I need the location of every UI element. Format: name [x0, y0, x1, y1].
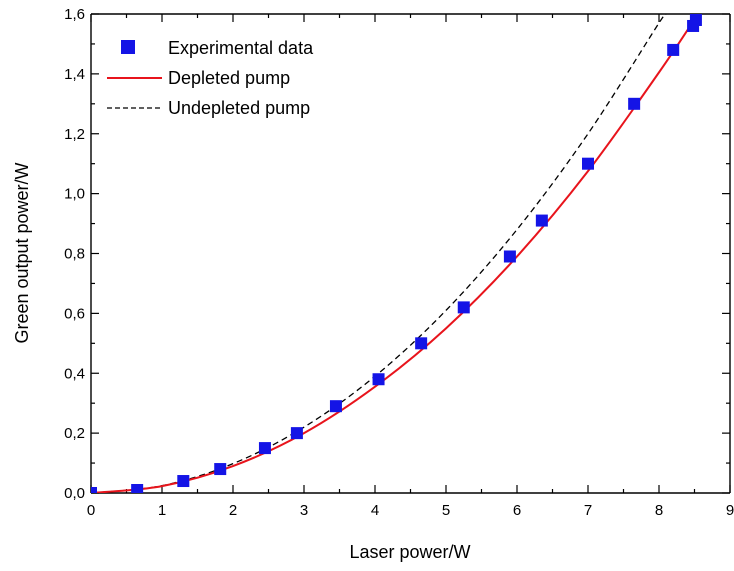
x-tick-label: 3 — [300, 502, 308, 519]
data-point — [628, 97, 641, 110]
experimental-data-points — [91, 14, 702, 493]
data-point — [131, 484, 144, 493]
y-tick-label: 0,0 — [64, 485, 85, 502]
data-point — [503, 250, 516, 263]
data-point — [667, 43, 680, 56]
x-tick-label: 1 — [158, 502, 166, 519]
x-tick-label: 4 — [371, 502, 379, 519]
legend-label-depleted: Depleted pump — [168, 68, 290, 88]
data-point — [258, 442, 271, 455]
y-tick-label: 1,2 — [64, 126, 85, 143]
x-tick-label: 9 — [726, 502, 734, 519]
data-point — [91, 487, 97, 493]
data-point — [457, 301, 470, 314]
ticks: 0 1 2 3 4 5 6 7 8 9 0,0 0,2 0,4 0,6 0,8 1,0 1,2 1,4 1,6 — [64, 6, 734, 519]
data-point — [582, 157, 594, 170]
y-tick-label: 1,4 — [64, 66, 85, 83]
y-tick-label: 0,6 — [64, 305, 85, 322]
data-point — [290, 427, 303, 440]
x-axis-title: Laser power/W — [349, 542, 470, 562]
y-tick-label: 1,0 — [64, 186, 85, 203]
x-tick-label: 7 — [584, 502, 592, 519]
legend-marker-experimental — [121, 40, 135, 54]
x-tick-label: 8 — [655, 502, 663, 519]
depleted-pump-line — [91, 14, 699, 493]
legend-label-experimental: Experimental data — [168, 38, 314, 58]
y-tick-label: 0,4 — [64, 365, 85, 382]
y-axis-title: Green output power/W — [12, 162, 32, 343]
x-tick-label: 0 — [87, 502, 95, 519]
undepleted-pump-line — [91, 14, 667, 493]
plot-area — [91, 14, 702, 493]
data-point — [177, 475, 190, 488]
data-point — [372, 373, 385, 386]
x-tick-label: 5 — [442, 502, 450, 519]
x-tick-label: 6 — [513, 502, 521, 519]
legend: Experimental data Depleted pump Undeplet… — [107, 38, 314, 118]
legend-label-undepleted: Undepleted pump — [168, 98, 310, 118]
data-point — [214, 463, 227, 476]
x-tick-label: 2 — [229, 502, 237, 519]
data-point — [329, 400, 342, 413]
y-tick-label: 0,2 — [64, 425, 85, 442]
data-point — [415, 337, 428, 350]
y-tick-label: 1,6 — [64, 6, 85, 23]
data-point — [689, 14, 702, 26]
y-tick-label: 0,8 — [64, 246, 85, 263]
data-point — [535, 214, 548, 227]
